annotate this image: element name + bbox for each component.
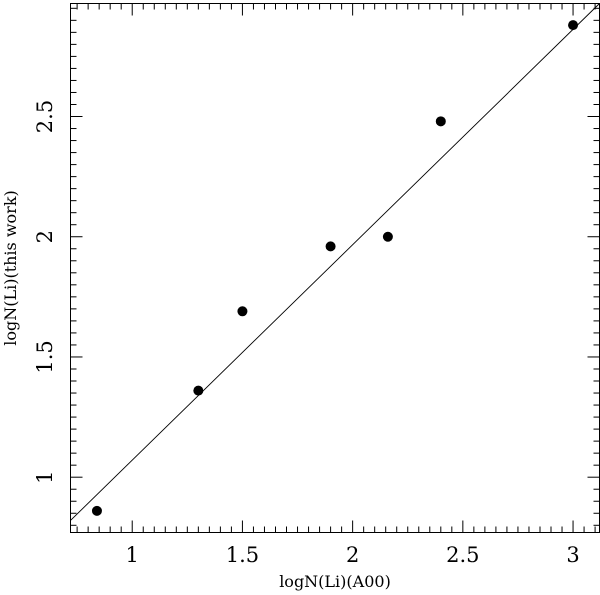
y-tick-label: 2 <box>33 230 57 243</box>
tick-labels: 1 1.5 2 2.5 3 1 1.5 2 2.5 <box>33 100 580 567</box>
data-points <box>91 20 579 516</box>
data-point <box>382 231 393 242</box>
x-tick-label: 1 <box>126 543 139 567</box>
data-point <box>237 306 248 317</box>
x-axis-label: logN(Li)(A00) <box>279 572 391 591</box>
x-tick-label: 1.5 <box>226 543 259 567</box>
y-tick-label: 1 <box>33 471 57 484</box>
data-point <box>193 385 204 396</box>
x-tick-label: 2 <box>346 543 359 567</box>
y-tick-label: 1.5 <box>33 340 57 373</box>
data-point <box>325 241 336 252</box>
data-point <box>435 116 446 127</box>
plot-frame <box>70 3 600 533</box>
axis-ticks <box>70 3 600 533</box>
data-point <box>568 20 579 31</box>
x-tick-label: 2.5 <box>446 543 479 567</box>
fit-line <box>70 3 600 521</box>
y-tick-label: 2.5 <box>33 100 57 133</box>
fit-lines <box>70 3 600 521</box>
x-tick-label: 3 <box>566 543 579 567</box>
y-axis-label: logN(Li)(this work) <box>1 190 20 346</box>
data-point <box>91 505 102 516</box>
